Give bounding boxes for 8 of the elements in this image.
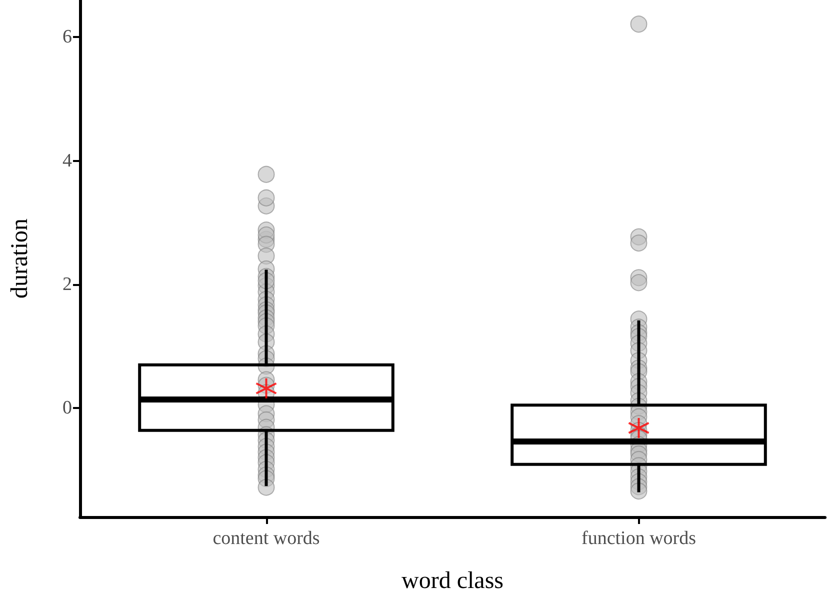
x-tick-label: content words bbox=[212, 528, 320, 549]
y-tick-label: 2 bbox=[62, 274, 72, 295]
y-tick-label: 0 bbox=[62, 398, 72, 419]
y-tick-label: 4 bbox=[62, 150, 72, 172]
y-tick-label: 6 bbox=[62, 26, 72, 48]
y-axis-title: duration bbox=[7, 218, 33, 298]
x-tick-label: function words bbox=[581, 528, 696, 549]
x-axis-title: word class bbox=[402, 568, 504, 594]
